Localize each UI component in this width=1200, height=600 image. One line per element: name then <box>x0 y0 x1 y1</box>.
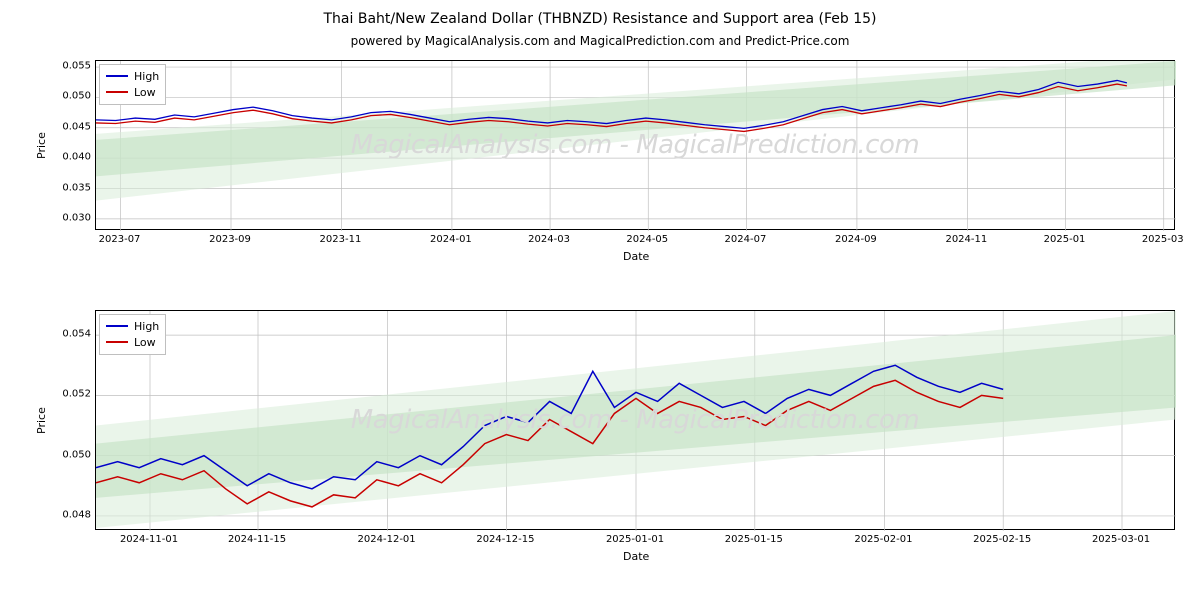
xtick-label: 2025-02-01 <box>854 534 912 545</box>
legend-row-high-b: High <box>106 318 159 334</box>
legend-label-high: High <box>134 70 159 83</box>
xtick-label: 2023-07 <box>99 234 141 245</box>
legend-row-low: Low <box>106 84 159 100</box>
xtick-label: 2024-01 <box>430 234 472 245</box>
ytick-label: 0.048 <box>53 509 91 520</box>
legend-label-high-b: High <box>134 320 159 333</box>
chart-svg-bottom <box>96 311 1176 531</box>
ytick-label: 0.052 <box>53 389 91 400</box>
xtick-label: 2025-01 <box>1044 234 1086 245</box>
xtick-label: 2024-11 <box>945 234 987 245</box>
xtick-label: 2023-11 <box>320 234 362 245</box>
xtick-label: 2024-11-01 <box>120 534 178 545</box>
ytick-label: 0.030 <box>53 212 91 223</box>
xtick-label: 2025-01-15 <box>725 534 783 545</box>
ytick-label: 0.055 <box>53 61 91 72</box>
xtick-label: 2025-03 <box>1142 234 1184 245</box>
sub-title-text: powered by MagicalAnalysis.com and Magic… <box>351 34 850 48</box>
chart-panel-top: MagicalAnalysis.com - MagicalPrediction.… <box>95 60 1175 230</box>
xlabel-top: Date <box>623 250 649 263</box>
legend-row-high: High <box>106 68 159 84</box>
ytick-label: 0.050 <box>53 91 91 102</box>
legend-swatch-high-b <box>106 325 128 327</box>
chart-svg-top <box>96 61 1176 231</box>
ylabel-bottom: Price <box>35 407 48 434</box>
ytick-label: 0.040 <box>53 152 91 163</box>
main-title: Thai Baht/New Zealand Dollar (THBNZD) Re… <box>0 8 1200 27</box>
legend-label-low: Low <box>134 86 156 99</box>
figure: Thai Baht/New Zealand Dollar (THBNZD) Re… <box>0 0 1200 600</box>
xlabel-bottom: Date <box>623 550 649 563</box>
xtick-label: 2024-12-01 <box>358 534 416 545</box>
xtick-label: 2025-03-01 <box>1092 534 1150 545</box>
ylabel-top: Price <box>35 132 48 159</box>
xtick-label: 2024-05 <box>626 234 668 245</box>
xtick-label: 2024-07 <box>725 234 767 245</box>
legend-row-low-b: Low <box>106 334 159 350</box>
ytick-label: 0.054 <box>53 329 91 340</box>
sub-title: powered by MagicalAnalysis.com and Magic… <box>0 30 1200 49</box>
ytick-label: 0.035 <box>53 182 91 193</box>
legend-label-low-b: Low <box>134 336 156 349</box>
legend-swatch-low-b <box>106 341 128 343</box>
ytick-label: 0.045 <box>53 121 91 132</box>
xtick-label: 2024-03 <box>528 234 570 245</box>
xtick-label: 2024-12-15 <box>476 534 534 545</box>
legend-bottom: High Low <box>99 314 166 355</box>
xtick-label: 2024-09 <box>835 234 877 245</box>
legend-swatch-high <box>106 75 128 77</box>
chart-panel-bottom: MagicalAnalysis.com - MagicalPrediction.… <box>95 310 1175 530</box>
legend-top: High Low <box>99 64 166 105</box>
legend-swatch-low <box>106 91 128 93</box>
ytick-label: 0.050 <box>53 449 91 460</box>
xtick-label: 2023-09 <box>209 234 251 245</box>
xtick-label: 2025-02-15 <box>973 534 1031 545</box>
xtick-label: 2024-11-15 <box>228 534 286 545</box>
main-title-text: Thai Baht/New Zealand Dollar (THBNZD) Re… <box>324 11 877 27</box>
xtick-label: 2025-01-01 <box>606 534 664 545</box>
